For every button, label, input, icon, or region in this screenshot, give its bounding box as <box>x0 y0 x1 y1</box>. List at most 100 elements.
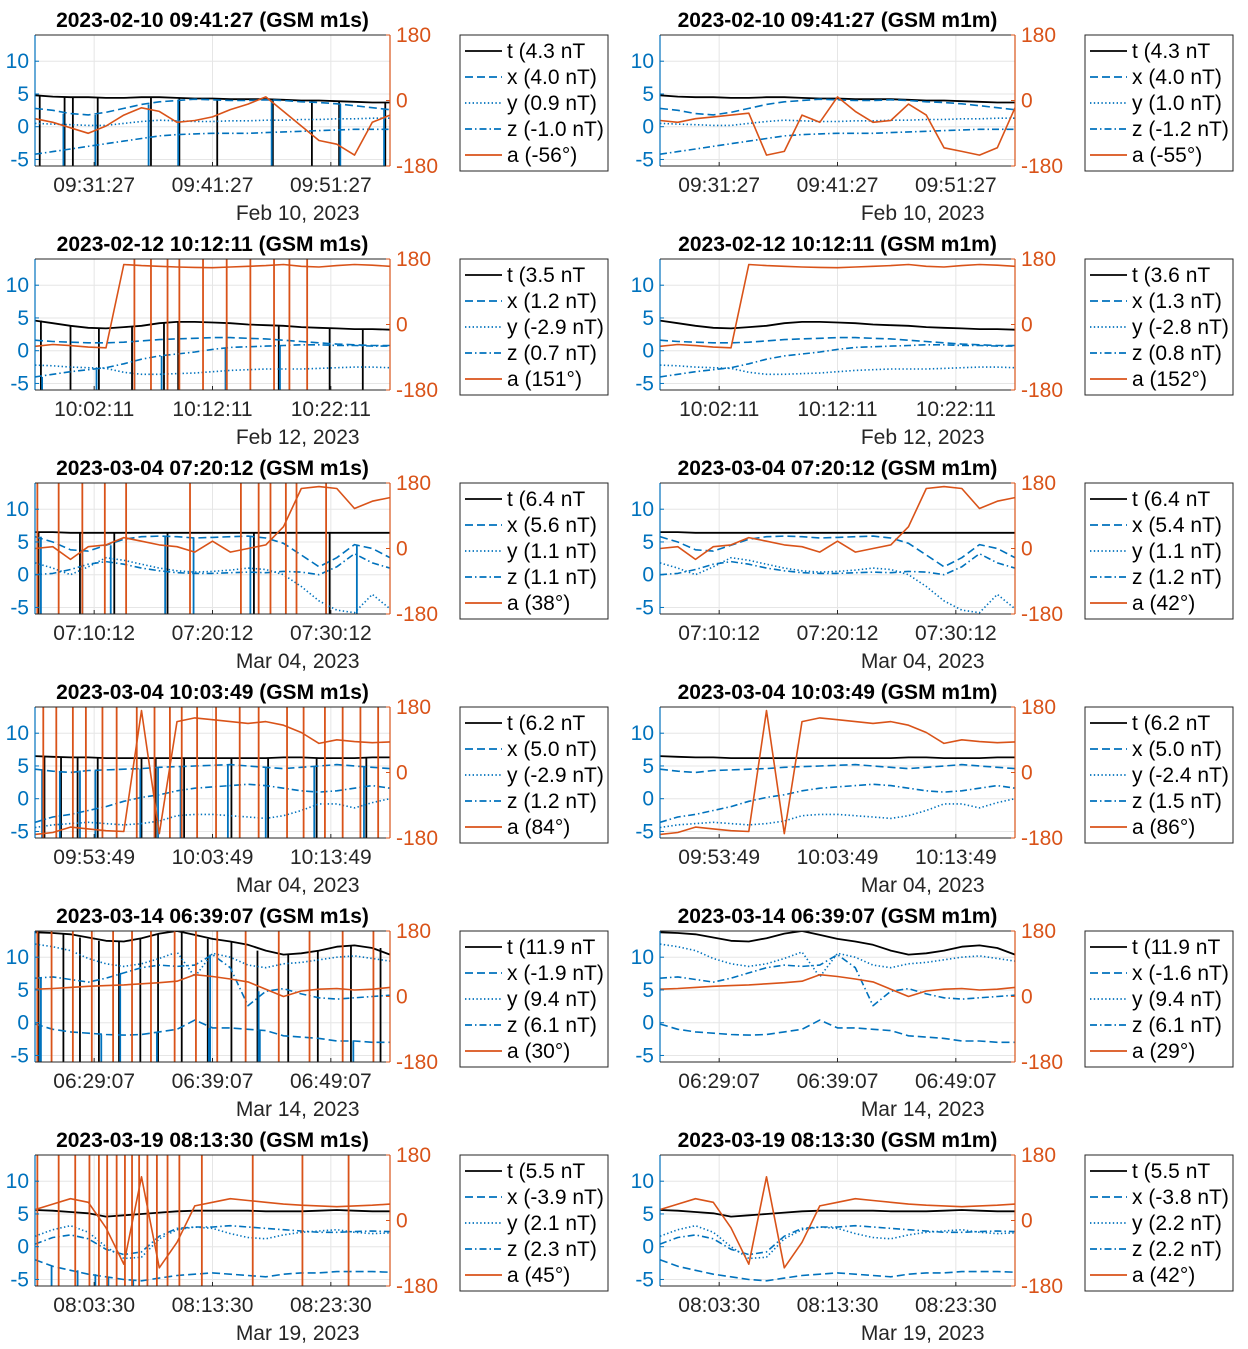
legend-label-z: z (-1.0 nT) <box>507 118 604 141</box>
left-tick-label: 10 <box>6 722 29 745</box>
x-tick-label: 06:29:07 <box>53 1070 135 1093</box>
left-tick-label: 5 <box>17 83 29 106</box>
left-tick-label: 10 <box>6 498 29 521</box>
legend-label-a: a (38°) <box>507 592 570 615</box>
legend-label-x: x (4.0 nT) <box>1132 66 1222 89</box>
x-tick-label: 06:49:07 <box>915 1070 997 1093</box>
legend-label-z: z (6.1 nT) <box>1132 1014 1222 1037</box>
legend-label-x: x (4.0 nT) <box>507 66 597 89</box>
legend-label-a: a (29°) <box>1132 1040 1195 1063</box>
x-tick-label: 08:13:30 <box>172 1294 254 1317</box>
series-line-t <box>35 755 390 759</box>
x-tick-label: 08:23:30 <box>915 1294 997 1317</box>
series-group <box>35 931 390 1062</box>
x-tick-label: 10:12:11 <box>797 398 877 421</box>
left-tick-label: 5 <box>642 531 654 554</box>
x-tick-label: 10:02:11 <box>679 398 759 421</box>
x-tick-label: 07:20:12 <box>797 622 879 645</box>
legend-label-y: y (1.0 nT) <box>1132 92 1222 115</box>
legend-label-z: z (1.2 nT) <box>1132 566 1222 589</box>
legend-label-y: y (2.1 nT) <box>507 1212 597 1235</box>
left-tick-label: -5 <box>635 372 654 395</box>
left-tick-label: 10 <box>6 274 29 297</box>
right-tick-label: 180 <box>396 696 431 719</box>
series-line-t <box>660 94 1015 104</box>
x-tick-label: 09:51:27 <box>290 174 372 197</box>
chart-panel-10: 10 5 0 -5 180 0 -180 06:29:07 06:39:07 06:49:07 Ma… <box>631 905 1234 1121</box>
series-line-a <box>35 485 390 561</box>
legend-label-y: y (-2.9 nT) <box>507 764 604 787</box>
x-tick-label: 07:10:12 <box>53 622 135 645</box>
chart-title: 2023-02-10 09:41:27 (GSM m1m) <box>678 9 998 32</box>
series-line-x <box>35 1259 390 1282</box>
right-tick-label: 180 <box>1021 472 1056 495</box>
left-tick-label: -5 <box>635 820 654 843</box>
date-label: Mar 14, 2023 <box>236 1098 360 1121</box>
legend-label-x: x (5.6 nT) <box>507 514 597 537</box>
legend-label-x: x (-1.9 nT) <box>507 962 604 985</box>
legend: t (3.6 nT x (1.3 nT) y (-2.8 nT) z (0.8 nT)… <box>1084 258 1234 396</box>
legend-label-a: a (-55°) <box>1132 144 1202 167</box>
legend-label-x: x (-3.8 nT) <box>1132 1186 1229 1209</box>
legend-label-x: x (-1.6 nT) <box>1132 962 1229 985</box>
series-line-z <box>660 552 1015 576</box>
legend-label-x: x (1.3 nT) <box>1132 290 1222 313</box>
legend-label-t: t (6.4 nT <box>507 488 585 511</box>
right-tick-label: 180 <box>1021 24 1056 47</box>
legend-label-z: z (0.7 nT) <box>507 342 597 365</box>
legend-label-x: x (5.0 nT) <box>507 738 597 761</box>
chart-panel-8: 10 5 0 -5 180 0 -180 09:53:49 10:03:49 10:13:49 Ma… <box>631 681 1234 897</box>
legend-label-t: t (4.3 nT <box>1132 40 1210 63</box>
right-tick-label: 0 <box>396 1210 408 1233</box>
legend-label-a: a (45°) <box>507 1264 570 1287</box>
legend-label-z: z (6.1 nT) <box>507 1014 597 1037</box>
date-label: Mar 14, 2023 <box>861 1098 985 1121</box>
right-tick-label: -180 <box>1021 1051 1063 1074</box>
series-line-a <box>35 96 390 156</box>
legend-label-z: z (1.1 nT) <box>507 566 597 589</box>
legend-label-z: z (2.3 nT) <box>507 1238 597 1261</box>
right-tick-label: 0 <box>396 986 408 1009</box>
chart-panel-12: 10 5 0 -5 180 0 -180 08:03:30 08:13:30 08:23:30 Ma… <box>631 1129 1234 1345</box>
right-tick-label: 0 <box>1021 1210 1033 1233</box>
left-tick-label: 0 <box>17 1236 29 1259</box>
left-tick-label: -5 <box>10 1268 29 1291</box>
left-tick-label: -5 <box>635 148 654 171</box>
series-line-z <box>35 783 390 824</box>
chart-title: 2023-03-19 08:13:30 (GSM m1m) <box>678 1129 998 1152</box>
x-tick-label: 10:03:49 <box>172 846 254 869</box>
left-tick-label: -5 <box>10 596 29 619</box>
left-tick-label: 10 <box>631 722 654 745</box>
left-tick-label: 5 <box>17 755 29 778</box>
series-group <box>35 483 390 614</box>
legend: t (6.2 nT x (5.0 nT) y (-2.9 nT) z (1.2 nT)… <box>459 706 609 844</box>
left-tick-label: 0 <box>642 340 654 363</box>
right-tick-label: 180 <box>1021 248 1056 271</box>
left-tick-label: 5 <box>17 979 29 1002</box>
right-tick-label: -180 <box>1021 827 1063 850</box>
legend-label-t: t (6.4 nT <box>1132 488 1210 511</box>
right-tick-label: -180 <box>396 1275 438 1298</box>
chart-title: 2023-03-19 08:13:30 (GSM m1s) <box>56 1129 369 1152</box>
legend-label-t: t (5.5 nT <box>1132 1160 1210 1183</box>
series-line-t <box>35 531 390 534</box>
right-tick-label: 0 <box>396 90 408 113</box>
x-tick-label: 09:41:27 <box>172 174 254 197</box>
legend-label-y: y (1.1 nT) <box>507 540 597 563</box>
series-line-t <box>35 931 390 956</box>
legend-label-z: z (-1.2 nT) <box>1132 118 1229 141</box>
series-group <box>660 1176 1015 1282</box>
series-line-z <box>35 343 390 378</box>
x-tick-label: 06:39:07 <box>797 1070 879 1093</box>
right-tick-label: -180 <box>396 379 438 402</box>
x-tick-label: 09:31:27 <box>53 174 135 197</box>
right-tick-label: -180 <box>1021 1275 1063 1298</box>
left-tick-label: 10 <box>631 274 654 297</box>
date-label: Mar 04, 2023 <box>236 874 360 897</box>
right-tick-label: -180 <box>396 155 438 178</box>
x-tick-label: 10:13:49 <box>290 846 372 869</box>
right-tick-label: 180 <box>1021 920 1056 943</box>
series-line-x <box>35 535 390 568</box>
left-tick-label: 10 <box>631 1170 654 1193</box>
right-tick-label: 180 <box>1021 1144 1056 1167</box>
